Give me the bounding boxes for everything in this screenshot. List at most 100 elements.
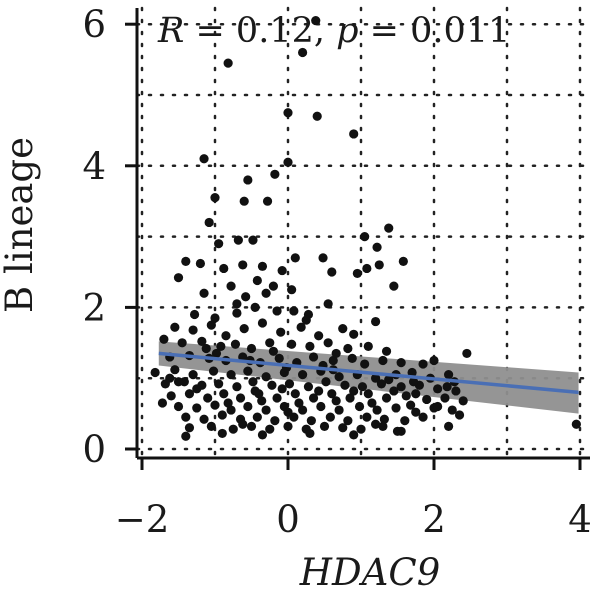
data-point [372, 242, 382, 252]
data-point [316, 401, 326, 412]
data-point [384, 375, 394, 385]
p-value: = 0.011 [359, 11, 511, 51]
data-point [294, 398, 304, 408]
data-point [283, 157, 293, 167]
data-point [290, 253, 300, 263]
data-point [360, 232, 370, 242]
data-point [157, 398, 168, 408]
data-point [232, 299, 242, 309]
axes-layer [125, 8, 590, 470]
data-point [173, 377, 184, 387]
data-point [270, 416, 280, 426]
data-point [447, 405, 457, 415]
data-point [239, 324, 249, 334]
data-point [372, 405, 382, 415]
data-point [277, 384, 287, 394]
data-point [248, 377, 258, 387]
data-point [206, 421, 216, 431]
data-point [199, 288, 209, 298]
data-point [334, 405, 344, 415]
data-point [371, 419, 381, 429]
data-point [312, 111, 322, 121]
data-point [306, 416, 316, 426]
data-point [363, 389, 373, 399]
data-point [323, 338, 333, 348]
data-point [257, 261, 268, 271]
data-point [433, 401, 443, 412]
data-point [206, 320, 216, 330]
data-point [308, 352, 319, 362]
data-point [298, 370, 308, 380]
data-point [188, 370, 198, 380]
data-point [287, 339, 297, 349]
data-point [325, 412, 335, 422]
data-point [210, 400, 220, 410]
data-point [211, 348, 222, 359]
data-point [328, 355, 338, 366]
data-point [261, 405, 271, 415]
data-point [150, 367, 160, 378]
data-point [226, 370, 236, 380]
annotation-text: R = 0.12, p = 0.011 [157, 11, 510, 51]
data-point [159, 334, 169, 344]
data-point [331, 396, 341, 406]
data-point [334, 372, 344, 382]
data-point [199, 154, 209, 164]
data-point [217, 410, 227, 420]
data-point [243, 366, 253, 376]
y-tick-label: 4 [82, 145, 106, 188]
data-point [319, 421, 330, 431]
regression-line-layer [158, 351, 579, 395]
data-point [170, 365, 180, 375]
data-point [411, 389, 421, 399]
data-point [444, 370, 454, 380]
x-tick-label: 2 [422, 498, 446, 541]
data-point [243, 175, 253, 185]
data-point [318, 253, 328, 263]
data-point [248, 235, 258, 245]
data-point [433, 384, 443, 394]
data-point [208, 366, 219, 376]
data-point [221, 331, 231, 341]
data-point [210, 193, 220, 203]
data-point [571, 419, 581, 429]
data-point [283, 421, 293, 431]
y-tick-label: 0 [82, 428, 106, 471]
data-point [216, 341, 226, 351]
data-point [235, 393, 246, 403]
data-point [347, 353, 357, 363]
data-point [345, 393, 355, 403]
data-point [378, 421, 388, 431]
y-tick-label: 6 [82, 3, 106, 46]
data-point [173, 401, 184, 412]
data-point [267, 380, 277, 390]
x-tick-label: 4 [568, 498, 592, 541]
data-point [261, 372, 271, 382]
data-point [374, 260, 384, 270]
data-point [340, 380, 350, 390]
data-point [354, 401, 365, 412]
data-point [226, 281, 236, 291]
data-point [284, 379, 295, 389]
data-point [184, 423, 195, 433]
data-point [166, 391, 176, 401]
data-point [204, 217, 214, 228]
data-point [396, 382, 406, 392]
data-point [305, 341, 315, 351]
data-point [290, 389, 300, 399]
data-point [241, 292, 251, 302]
data-point [367, 398, 377, 408]
data-point [230, 339, 241, 349]
data-point [250, 386, 260, 396]
data-point [298, 405, 308, 415]
data-point [384, 223, 394, 233]
data-point [458, 396, 468, 406]
data-point [257, 430, 268, 440]
data-point [408, 377, 419, 387]
data-point [371, 316, 381, 327]
data-point [252, 412, 262, 422]
data-point [451, 386, 461, 396]
data-point [349, 129, 359, 139]
data-point [246, 421, 257, 431]
